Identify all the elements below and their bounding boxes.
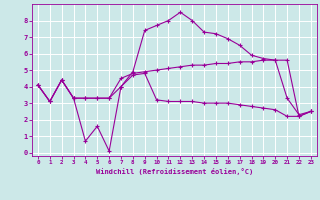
X-axis label: Windchill (Refroidissement éolien,°C): Windchill (Refroidissement éolien,°C) xyxy=(96,168,253,175)
